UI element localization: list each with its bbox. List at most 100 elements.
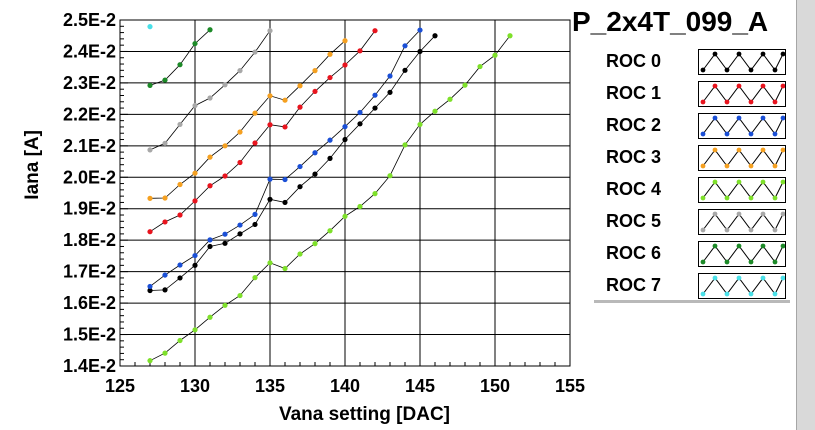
legend-item: ROC 6 [594,236,790,268]
y-tick-label: 2.0E-2 [63,167,116,187]
data-point [447,96,453,102]
data-point [252,140,258,146]
data-point [147,24,153,30]
legend-swatch [698,81,786,107]
data-point [417,27,423,33]
data-point [297,184,303,190]
x-tick-label: 155 [555,376,585,396]
data-point [147,147,153,153]
data-point [267,196,273,202]
data-point [342,213,348,219]
data-point [357,48,363,54]
legend-item: ROC 3 [594,140,790,172]
data-point [267,93,273,99]
legend-label: ROC 5 [606,211,662,231]
data-point [207,314,213,320]
data-point [342,124,348,130]
y-tick-label: 1.7E-2 [63,262,116,282]
data-point [177,212,183,218]
data-point [312,68,318,74]
x-tick-label: 145 [405,376,435,396]
data-point [387,89,393,95]
data-point [312,88,318,95]
legend-item: ROC 5 [594,204,790,236]
vertical-scrollbar[interactable] [796,0,815,430]
data-point [192,170,198,176]
y-tick-label: 1.5E-2 [63,325,116,345]
data-point [312,241,318,247]
data-point [162,195,168,201]
y-tick-label: 2.1E-2 [63,136,116,156]
series-line-roc-4 [149,35,511,362]
data-point [372,105,378,111]
data-point [417,121,423,128]
data-point [177,62,183,68]
y-tick-label: 2.2E-2 [63,104,116,124]
data-point [342,136,348,143]
data-point [252,221,258,228]
legend-swatch [698,49,786,75]
data-point [177,275,183,281]
legend-label: ROC 3 [606,147,662,167]
y-tick-label: 1.4E-2 [63,356,116,376]
data-point [162,219,168,225]
data-point [252,110,258,116]
data-point [192,327,198,333]
data-point [297,104,303,110]
data-point [207,154,213,160]
data-point [222,302,228,308]
series-line-roc-6 [149,29,211,86]
legend-swatch [698,209,786,235]
series-line-roc-1 [149,30,376,233]
data-point [222,173,228,179]
data-point [177,181,183,188]
data-point [162,77,168,83]
data-point [372,92,378,98]
data-point [372,191,378,197]
legend-item: ROC 2 [594,108,790,140]
data-point [357,109,363,116]
legend-label: ROC 4 [606,179,662,199]
data-point [477,63,483,70]
data-point [147,229,153,235]
legend: ROC 0 ROC 1 ROC 2 ROC 3 ROC 4 ROC 5 ROC 6 ROC 7 [594,44,790,303]
data-point [297,163,303,170]
legend-swatch [698,273,786,299]
data-point [162,350,168,356]
series-line-roc-0 [149,35,436,291]
data-point [237,68,243,74]
legend-swatch [698,177,786,203]
data-point [222,82,228,88]
data-point [267,176,273,182]
data-point [237,231,243,237]
data-point [162,140,168,146]
data-point [327,51,333,57]
legend-label: ROC 2 [606,115,662,135]
y-tick-label: 1.9E-2 [63,199,116,219]
data-point [312,171,318,177]
data-point [282,124,288,130]
legend-swatch [698,113,786,139]
data-point [282,265,288,272]
data-point [297,83,303,89]
legend-label: ROC 6 [606,243,662,263]
series-line-roc-5 [149,30,271,151]
data-point [402,142,408,148]
data-point [237,222,243,228]
data-point [267,260,273,266]
data-point [162,272,168,278]
data-point [462,82,468,88]
x-tick-label: 135 [255,376,285,396]
data-point [402,43,408,49]
y-tick-label: 2.5E-2 [63,10,116,30]
series-line-roc-3 [149,40,346,199]
legend-item: ROC 7 [594,268,790,300]
data-point [432,33,438,39]
legend-swatch [698,241,786,267]
data-point [222,143,228,149]
legend-item: ROC 0 [594,44,790,76]
data-point [222,231,228,237]
data-point [162,287,168,293]
data-point [387,73,393,79]
x-tick-label: 125 [105,376,135,396]
